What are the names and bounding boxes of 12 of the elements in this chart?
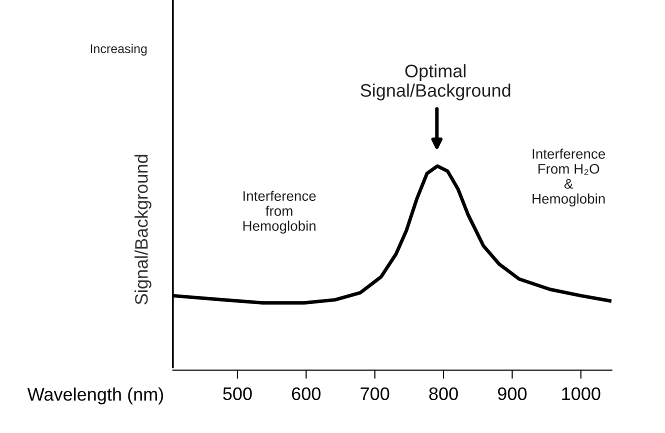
- text: Optimal Signal/Background: [360, 64, 510, 100]
- x-tick-label: 700: [360, 387, 390, 400]
- text: Increasing: [90, 44, 147, 56]
- x-axis-title: Wavelength (nm): [27, 388, 164, 404]
- x-tick-label: 1000: [562, 387, 600, 400]
- y-axis-title: Signal/Background: [134, 154, 152, 304]
- annotation: Interference From H₂O & Hemoglobin: [532, 148, 606, 206]
- x-tick-label: 800: [429, 387, 458, 400]
- x-tick-label: 600: [292, 387, 321, 400]
- annotation: Interference from Hemoglobin: [243, 190, 316, 234]
- x-tick-label: 500: [223, 387, 252, 400]
- x-tick-label: 900: [498, 387, 527, 400]
